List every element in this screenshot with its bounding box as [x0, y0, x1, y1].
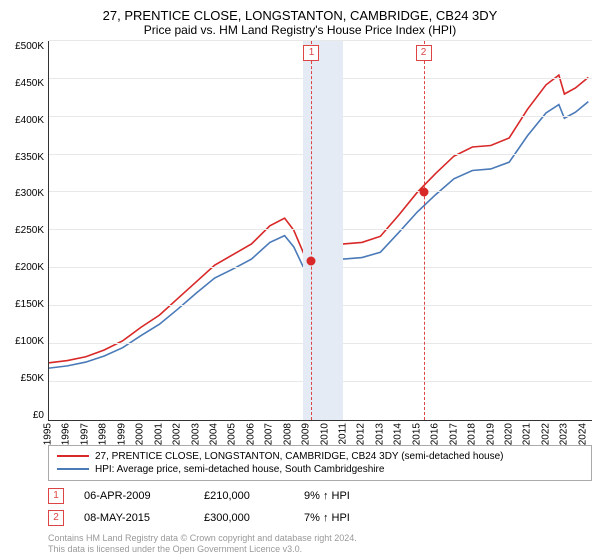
x-tick-label: 2024 — [577, 423, 588, 445]
x-tick-label: 2004 — [208, 423, 219, 445]
x-tick-label: 2010 — [319, 423, 330, 445]
x-tick-label: 2014 — [393, 423, 404, 445]
x-tick-label: 2017 — [448, 423, 459, 445]
legend-swatch — [57, 455, 89, 457]
transaction-id-box: 2 — [48, 510, 64, 526]
chart-title: 27, PRENTICE CLOSE, LONGSTANTON, CAMBRID… — [8, 8, 592, 23]
x-axis: 1995199619971998199920002001200220032004… — [48, 421, 592, 439]
y-tick-label: £200K — [8, 262, 48, 273]
x-tick-label: 2002 — [172, 423, 183, 445]
x-tick-label: 2011 — [338, 423, 349, 445]
transaction-marker-2: 2 — [416, 45, 432, 61]
chart-area: £500K £450K £400K £350K £300K £250K £200K £150K… — [8, 41, 592, 439]
x-tick-label: 2022 — [540, 423, 551, 445]
transaction-date: 08-MAY-2015 — [84, 512, 184, 524]
x-tick-label: 2016 — [430, 423, 441, 445]
transaction-vline — [424, 41, 425, 420]
x-tick-label: 2001 — [153, 423, 164, 445]
y-axis: £500K £450K £400K £350K £300K £250K £200K £150K… — [8, 41, 48, 439]
x-tick-label: 1999 — [116, 423, 127, 445]
footer-line-1: Contains HM Land Registry data © Crown c… — [48, 533, 592, 545]
transaction-id-box: 1 — [48, 488, 64, 504]
x-tick-label: 2021 — [522, 423, 533, 445]
y-tick-label: £300K — [8, 188, 48, 199]
transaction-price: £300,000 — [204, 512, 284, 524]
transaction-row-2: 2 08-MAY-2015 £300,000 7% ↑ HPI — [48, 507, 592, 529]
x-tick-label: 2000 — [135, 423, 146, 445]
transaction-table: 1 06-APR-2009 £210,000 9% ↑ HPI 2 08-MAY-2015… — [48, 485, 592, 529]
legend-swatch — [57, 468, 89, 470]
footer-line-2: This data is licensed under the Open Gov… — [48, 544, 592, 556]
x-tick-label: 1995 — [43, 423, 54, 445]
x-tick-label: 2020 — [504, 423, 515, 445]
x-tick-label: 1998 — [98, 423, 109, 445]
x-tick-label: 2018 — [467, 423, 478, 445]
legend-label: 27, PRENTICE CLOSE, LONGSTANTON, CAMBRID… — [95, 451, 503, 462]
y-tick-label: £250K — [8, 225, 48, 236]
y-tick-label: £100K — [8, 336, 48, 347]
x-tick-label: 2023 — [559, 423, 570, 445]
legend-label: HPI: Average price, semi-detached house,… — [95, 464, 384, 475]
y-tick-label: £50K — [8, 373, 48, 384]
x-tick-label: 1996 — [61, 423, 72, 445]
transaction-compare: 7% ↑ HPI — [304, 512, 350, 524]
x-tick-label: 2012 — [356, 423, 367, 445]
y-tick-label: £150K — [8, 299, 48, 310]
transaction-point-1 — [307, 256, 316, 265]
x-tick-label: 2015 — [411, 423, 422, 445]
transaction-point-2 — [419, 188, 428, 197]
x-tick-label: 1997 — [79, 423, 90, 445]
legend: 27, PRENTICE CLOSE, LONGSTANTON, CAMBRID… — [48, 445, 592, 481]
transaction-compare: 9% ↑ HPI — [304, 490, 350, 502]
recession-shade — [303, 41, 343, 420]
chart-subtitle: Price paid vs. HM Land Registry's House … — [8, 23, 592, 37]
x-tick-label: 2009 — [301, 423, 312, 445]
x-tick-label: 2008 — [282, 423, 293, 445]
transaction-price: £210,000 — [204, 490, 284, 502]
transaction-vline — [311, 41, 312, 420]
transaction-row-1: 1 06-APR-2009 £210,000 9% ↑ HPI — [48, 485, 592, 507]
footer-attribution: Contains HM Land Registry data © Crown c… — [48, 533, 592, 556]
transaction-marker-1: 1 — [303, 45, 319, 61]
plot-area: 12 — [48, 41, 592, 421]
x-tick-label: 2003 — [190, 423, 201, 445]
x-tick-label: 2005 — [227, 423, 238, 445]
x-tick-label: 2006 — [245, 423, 256, 445]
y-tick-label: £450K — [8, 78, 48, 89]
legend-row-0: 27, PRENTICE CLOSE, LONGSTANTON, CAMBRID… — [57, 450, 583, 463]
x-tick-label: 2013 — [374, 423, 385, 445]
y-tick-label: £500K — [8, 41, 48, 52]
x-tick-label: 2007 — [264, 423, 275, 445]
y-tick-label: £400K — [8, 115, 48, 126]
legend-row-1: HPI: Average price, semi-detached house,… — [57, 463, 583, 476]
transaction-date: 06-APR-2009 — [84, 490, 184, 502]
y-tick-label: £0 — [8, 410, 48, 421]
y-tick-label: £350K — [8, 152, 48, 163]
x-tick-label: 2019 — [485, 423, 496, 445]
